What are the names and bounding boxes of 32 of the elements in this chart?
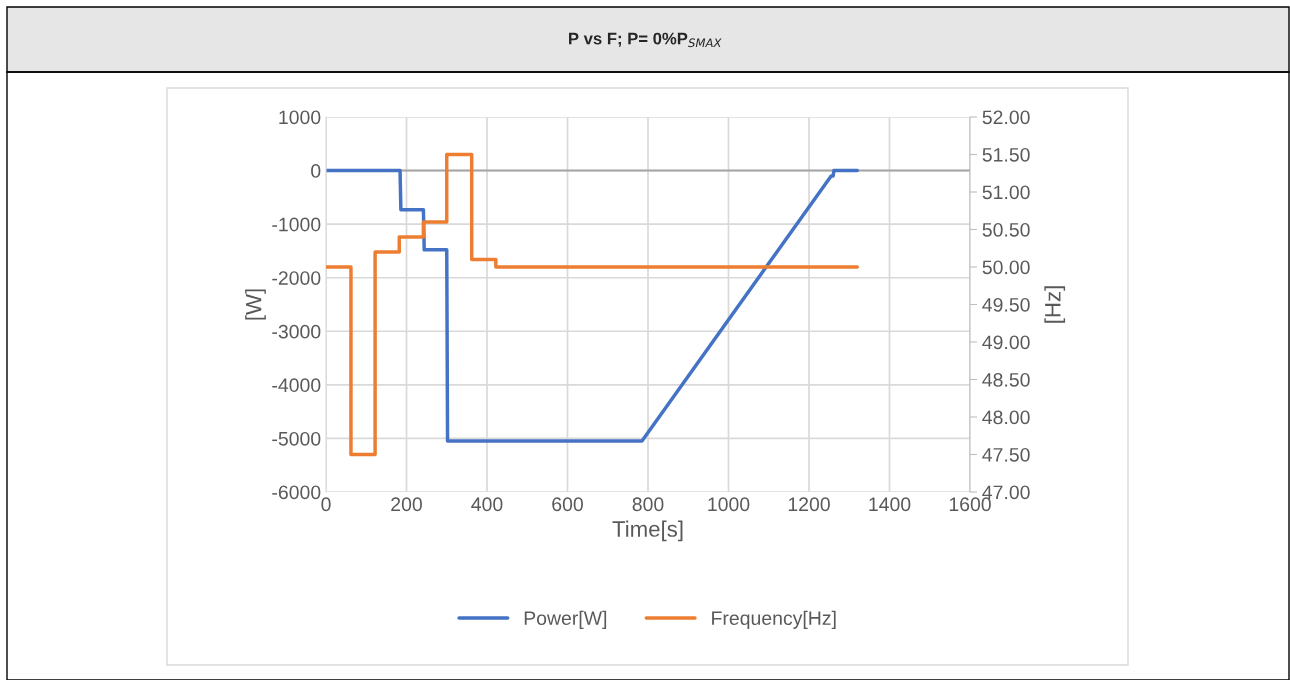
y2-tick-label: 52.00 [982, 110, 1030, 125]
x-tick-label: 800 [632, 497, 664, 512]
y2-tick-label: 48.50 [982, 372, 1030, 387]
y2-axis-title: [Hz] [1044, 286, 1066, 323]
legend-label: Power[W] [524, 610, 607, 629]
legend-label: Frequency[Hz] [712, 610, 836, 629]
y2-tick-label: 50.50 [982, 222, 1030, 237]
y2-tick-label: 49.00 [982, 335, 1030, 350]
x-axis-title: Time[s] [612, 520, 683, 542]
y-axis-title: [W] [245, 289, 266, 320]
y2-tick-label: 47.50 [982, 447, 1030, 462]
x-tick-label: 400 [471, 497, 503, 512]
y-tick-label: -3000 [272, 324, 321, 339]
y2-tick-label: 51.00 [982, 185, 1030, 200]
y-tick-label: -1000 [272, 217, 321, 232]
x-tick-label: 1400 [869, 497, 911, 512]
y-tick-label: -6000 [272, 485, 321, 500]
x-tick-label: 1200 [788, 497, 830, 512]
chart-title: P vs F; P= 0%P$_{SMAX}$ [569, 32, 722, 48]
x-tick-label: 1000 [708, 497, 750, 512]
y2-tick-label: 48.00 [982, 410, 1030, 425]
y-tick-label: -4000 [272, 378, 321, 393]
y2-tick-label: 50.00 [982, 260, 1030, 275]
y-tick-label: 1000 [279, 110, 321, 125]
x-tick-label: 200 [391, 497, 422, 512]
y2-tick-label: 49.50 [982, 297, 1030, 312]
y-tick-label: -2000 [272, 271, 321, 285]
y-tick-label: 0 [311, 164, 321, 178]
x-tick-label: 600 [552, 497, 583, 512]
y-tick-label: -5000 [272, 431, 321, 446]
y2-tick-label: 51.50 [982, 147, 1030, 162]
x-tick-label: 0 [321, 497, 331, 512]
